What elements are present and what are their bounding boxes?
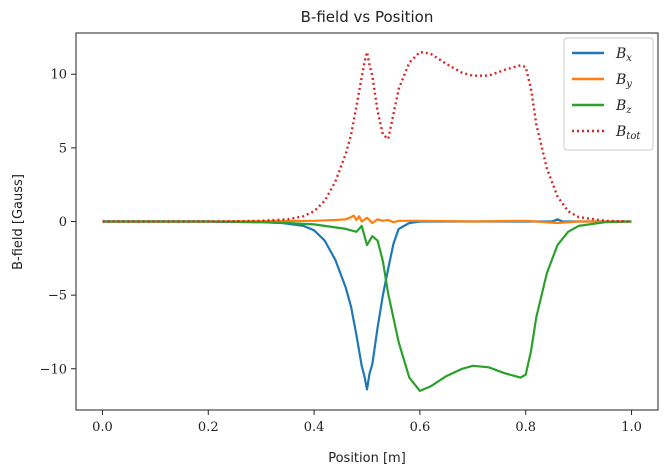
y-tick-label: 10 <box>50 68 67 83</box>
x-tick-label: 0.6 <box>410 420 431 435</box>
legend: Bx By Bz Btot <box>563 37 654 151</box>
y-axis: −10 −5 0 5 10 <box>40 68 76 377</box>
x-axis: 0.0 0.2 0.4 0.6 0.8 1.0 <box>92 410 642 435</box>
y-tick-label: 0 <box>59 215 67 230</box>
y-tick-label: 5 <box>59 141 67 156</box>
series-line-z <box>102 220 632 392</box>
x-axis-label: Position [m] <box>328 451 406 466</box>
y-axis-label: B-field [Gauss] <box>11 174 26 270</box>
y-tick-label: −5 <box>48 289 67 304</box>
x-tick-label: 0.4 <box>304 420 325 435</box>
series-line-y <box>102 214 632 225</box>
legend-box <box>563 37 654 151</box>
legend-label-tot: Btot <box>615 124 641 142</box>
y-tick-label: −10 <box>40 362 67 377</box>
x-tick-label: 1.0 <box>621 420 642 435</box>
series-line-tot <box>102 50 632 223</box>
legend-label-x: Bx <box>615 46 632 64</box>
plot-lines <box>102 50 632 392</box>
chart-title: B-field vs Position <box>301 8 434 26</box>
x-tick-label: 0.8 <box>515 420 536 435</box>
x-tick-label: 0.2 <box>198 420 219 435</box>
legend-label-y: By <box>615 72 632 90</box>
legend-label-z: Bz <box>615 98 632 116</box>
x-tick-label: 0.0 <box>92 420 113 435</box>
